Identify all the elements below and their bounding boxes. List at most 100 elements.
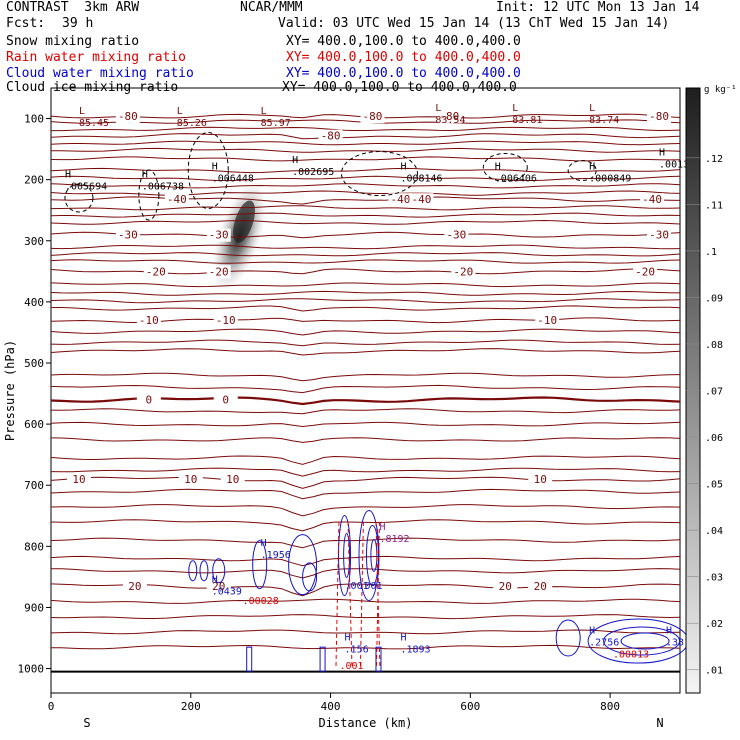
rain-high-symbol: H xyxy=(379,522,385,533)
snow-high-value: .006448 xyxy=(212,174,254,185)
temperature-label: -20 xyxy=(209,265,229,278)
temperature-label-bg xyxy=(360,110,385,124)
temperature-label-bg xyxy=(220,473,245,487)
temperature-label: -20 xyxy=(635,265,655,278)
plot-border xyxy=(50,87,681,694)
cloud-water-contour xyxy=(555,619,581,657)
colorbar-tick-label: .04 xyxy=(705,526,723,537)
colorbar-unit: g kg⁻¹ xyxy=(704,85,737,95)
temperature-contour-line xyxy=(50,467,681,477)
temperature-label: -30 xyxy=(209,229,229,242)
x-tick-label: 600 xyxy=(460,700,480,713)
field-cloudwater-name: Cloud water mixing ratio xyxy=(6,66,194,81)
temperature-label: -10 xyxy=(139,314,159,327)
temperature-contour-line xyxy=(50,190,681,196)
temperature-label: 0 xyxy=(222,394,229,407)
x-tick-label: 0 xyxy=(48,700,55,713)
south-label: S xyxy=(83,716,90,730)
cloud-water-high-symbol: H xyxy=(212,575,218,586)
temperature-contour-line xyxy=(50,437,681,443)
temperature-low-symbol: L xyxy=(177,106,183,117)
temperature-label-bg xyxy=(178,473,203,487)
temperature-contour--80 xyxy=(50,133,681,140)
temperature-label-bg xyxy=(388,193,413,207)
x-tick-label: 400 xyxy=(321,700,341,713)
temperature-contour-line xyxy=(51,126,681,132)
temperature-label-bg xyxy=(115,228,140,242)
snow-contour xyxy=(138,169,160,221)
temperature-contour-line xyxy=(50,519,681,532)
center-title: NCAR/MMM xyxy=(240,0,303,15)
temperature-label-bg xyxy=(528,580,553,594)
cloud-water-contour xyxy=(319,646,326,672)
y-tick-label: 400 xyxy=(24,296,44,309)
temperature-contour-line xyxy=(50,555,681,567)
temperature-label-bg xyxy=(206,228,231,242)
temperature-contour-line xyxy=(50,488,681,500)
temperature-contour-line xyxy=(50,175,681,182)
cloud-water-contour xyxy=(212,558,226,584)
temperature-label-bg xyxy=(409,193,434,207)
cloud-water-contour xyxy=(358,510,380,601)
rain-contour xyxy=(347,521,353,669)
cloud-water-high-value: .156 xyxy=(345,645,369,656)
temperature-contour-line xyxy=(50,298,681,304)
cloud-water-high-value: .2756 xyxy=(589,637,619,648)
temperature-contour-line xyxy=(50,212,681,218)
temperature-low-symbol: L xyxy=(261,106,267,117)
cloud-water-contour xyxy=(343,533,351,578)
temperature-label: -20 xyxy=(146,265,166,278)
temperature-label: 20 xyxy=(534,580,547,593)
temperature-low-value: 83.74 xyxy=(589,115,619,126)
temperature-label-bg xyxy=(136,393,161,407)
rain-label: .001 xyxy=(339,661,363,672)
temperature-label-bg xyxy=(206,580,231,594)
cloud-water-contour xyxy=(338,515,352,596)
temperature-contour-line xyxy=(50,183,681,189)
snow-high-value: .008146 xyxy=(400,174,442,185)
snow-high-value: .002695 xyxy=(292,167,334,178)
temperature-contour-line xyxy=(50,167,681,174)
temperature-contour-line xyxy=(50,568,681,579)
snow-high-symbol: H xyxy=(292,155,298,166)
colorbar-tick-label: .12 xyxy=(705,154,723,165)
rain-high-value: .8192 xyxy=(379,534,409,545)
colorbar-tick-label: .05 xyxy=(705,480,723,491)
temperature-label: 10 xyxy=(226,473,239,486)
north-label: N xyxy=(656,716,663,730)
y-tick-label: 1000 xyxy=(18,663,45,676)
temperature-contour-line xyxy=(51,305,681,312)
temperature-label: 10 xyxy=(72,473,85,486)
snow-high-value: .006406 xyxy=(495,174,537,185)
temperature-low-value: 85.26 xyxy=(177,118,207,129)
snow-high-symbol: H xyxy=(495,162,501,173)
cloud-water-contour xyxy=(288,534,318,596)
temperature-contour-line xyxy=(50,252,681,257)
temperature-contour-line xyxy=(50,421,681,428)
temperature-label-bg xyxy=(213,314,238,328)
colorbar-tick-label: .06 xyxy=(705,433,723,444)
temperature-contour-line xyxy=(51,147,681,153)
cloud-water-contour xyxy=(620,632,670,650)
temperature-contour-line xyxy=(50,282,681,288)
temperature-label-bg xyxy=(493,580,518,594)
temperature-label-bg xyxy=(213,393,238,407)
snow-high-value: .001321 xyxy=(659,159,701,170)
rain-label: .00028 xyxy=(243,596,279,607)
temperature-contour-line xyxy=(50,259,681,264)
snow-high-value: .006738 xyxy=(142,181,184,192)
temperature-label: 20 xyxy=(212,580,225,593)
temperature-label: 10 xyxy=(184,473,197,486)
temperature-contour-line xyxy=(50,455,681,465)
temperature-label-bg xyxy=(122,580,147,594)
temperature-label: -30 xyxy=(446,229,466,242)
temperature-label-bg xyxy=(647,228,672,242)
cloud-water-high-value: .1956 xyxy=(261,550,291,561)
temperature-label: -40 xyxy=(411,193,431,206)
colorbar-tick-label: .08 xyxy=(705,340,723,351)
temperature-label: -10 xyxy=(537,314,557,327)
y-axis-label: Pressure (hPa) xyxy=(3,340,17,441)
cloud-water-contour xyxy=(375,646,382,672)
cloud-water-high-symbol: H xyxy=(400,633,406,644)
